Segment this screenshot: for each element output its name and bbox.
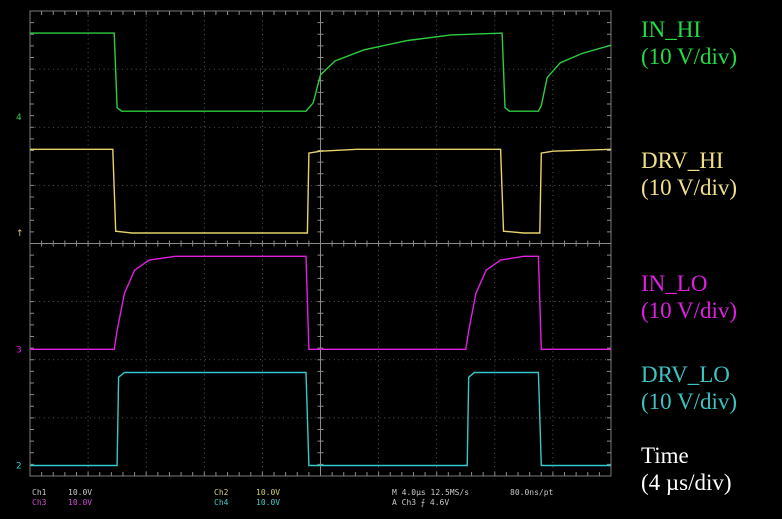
record-readout: 80.0ns/pt	[510, 488, 554, 497]
timebase-readout: M 4.0µs 12.5MS/s	[392, 488, 470, 497]
legend-in-hi-scale: (10 V/div)	[641, 44, 738, 69]
ch2-label: Ch2	[214, 488, 229, 497]
ch4-scale: 10.0V	[256, 498, 281, 507]
trigger-readout: A Ch3 ⨍ 4.6V	[392, 498, 450, 507]
oscilloscope-display: 4 ↑ 3 2 Ch1 10.0V Ch3 10.0V Ch2 10.0V Ch4 1…	[10, 6, 621, 512]
ch2-scale: 10.0V	[256, 488, 281, 497]
legend-drv-lo-scale: (10 V/div)	[641, 389, 738, 414]
channel-ground-marker: 3	[16, 345, 22, 355]
legend-time-name: Time	[641, 443, 689, 468]
waveform-screen: 4 ↑ 3 2	[16, 10, 612, 477]
legend-in-hi-name: IN_HI	[641, 17, 702, 42]
trace-in-hi	[30, 32, 612, 112]
ch4-label: Ch4	[214, 498, 229, 507]
trace-in-lo	[30, 255, 611, 350]
ch1-label: Ch1	[32, 488, 47, 497]
channel-ground-marker: ↑	[16, 229, 24, 239]
legend-drv-lo-name: DRV_LO	[641, 362, 730, 387]
ch1-scale: 10.0V	[68, 488, 93, 497]
trace-drv-lo	[30, 371, 611, 467]
legend-drv-hi-scale: (10 V/div)	[641, 175, 738, 200]
channel-ground-marker: 2	[16, 462, 22, 472]
legend-time: Time (4 µs/div)	[641, 442, 732, 496]
legend-drv-lo: DRV_LO (10 V/div)	[641, 361, 737, 415]
ch3-label: Ch3	[32, 498, 47, 507]
status-bar: Ch1 10.0V Ch3 10.0V Ch2 10.0V Ch4 10.0V …	[10, 486, 621, 512]
legend-in-lo: IN_LO (10 V/div)	[641, 270, 737, 324]
trace-drv-hi	[30, 148, 612, 234]
legend-time-scale: (4 µs/div)	[641, 470, 732, 495]
legend-in-lo-name: IN_LO	[641, 271, 708, 296]
channel-ground-marker: 4	[16, 113, 22, 123]
channel-legend: IN_HI (10 V/div) DRV_HI (10 V/div) IN_LO…	[623, 0, 782, 519]
ch3-scale: 10.0V	[68, 498, 93, 507]
legend-drv-hi: DRV_HI (10 V/div)	[641, 147, 737, 201]
legend-in-lo-scale: (10 V/div)	[641, 298, 738, 323]
legend-drv-hi-name: DRV_HI	[641, 148, 724, 173]
legend-in-hi: IN_HI (10 V/div)	[641, 16, 737, 70]
